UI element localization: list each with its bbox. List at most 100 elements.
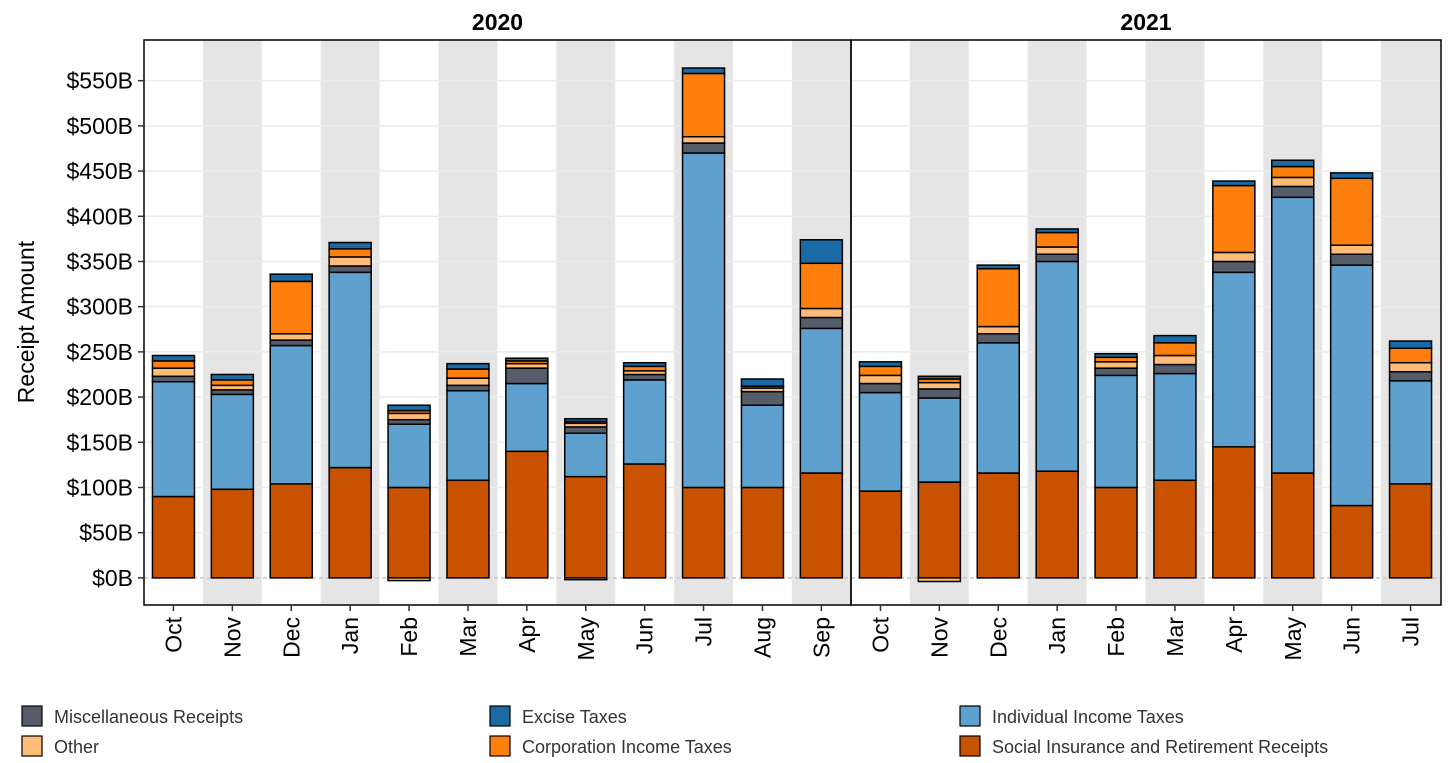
bar-other-2020-Jan	[328, 256, 372, 267]
bar-corp-2021-May	[1271, 165, 1315, 179]
bar-misc-2020-Jul	[681, 142, 726, 154]
x-tick-label: May	[1280, 617, 1306, 661]
bar-individual-2020-Jan	[328, 271, 372, 469]
bar-individual-2021-Jan	[1035, 260, 1079, 472]
legend-swatch-misc	[21, 705, 43, 727]
bar-excise-2020-Feb	[387, 404, 431, 412]
y-tick-label: $200B	[66, 384, 133, 410]
bar-other-2020-Feb	[387, 412, 431, 421]
bar-individual-2020-Aug	[740, 404, 785, 489]
legend-label-excise: Excise Taxes	[522, 707, 627, 727]
bar-individual-2020-May	[564, 432, 608, 478]
bar-other-2021-Nov	[917, 381, 962, 390]
bar-excise-2020-Jun	[622, 361, 667, 368]
panel-borders	[143, 39, 1442, 606]
bar-corp-2021-Jan	[1035, 231, 1079, 248]
bar-excise-2020-Jan	[328, 241, 372, 250]
bar-excise-2021-May	[1271, 159, 1315, 168]
bar-excise-2020-Apr	[505, 357, 549, 362]
bar-social-2020-Jun	[622, 463, 667, 579]
y-tick-label: $550B	[66, 68, 133, 94]
y-tick-label: $100B	[66, 474, 133, 500]
y-tick-label: $400B	[66, 203, 133, 229]
bar-other-2020-Jul	[681, 135, 726, 144]
bar-corp-2020-Sep	[799, 262, 844, 310]
bar-excise-2021-Mar	[1153, 334, 1197, 344]
legend-label-individual: Individual Income Taxes	[992, 707, 1184, 727]
bar-misc-2020-Oct	[151, 375, 196, 383]
bar-social-2021-May	[1271, 472, 1315, 579]
bar-corp-2020-Oct	[151, 360, 196, 369]
legend-label-other: Other	[54, 737, 99, 757]
x-tick-label: Sep	[808, 617, 834, 658]
bar-misc-2020-Sep	[799, 316, 844, 330]
bar-misc-2020-Jan	[328, 265, 372, 274]
bar-other-2021-Jul	[1388, 361, 1433, 373]
bar-other-2021-May	[1271, 176, 1315, 188]
legend: Miscellaneous Receipts Excise Taxes Indivi…	[21, 705, 1328, 757]
bar-individual-2020-Mar	[446, 390, 490, 481]
bar-individual-2021-Dec	[976, 342, 1020, 474]
bar-social-2021-Jan	[1035, 470, 1079, 579]
x-tick-label: Jan	[1044, 617, 1070, 654]
legend-swatch-excise	[489, 705, 511, 727]
y-tick-label: $300B	[66, 294, 133, 320]
bar-other-2020-Mar	[446, 377, 490, 387]
bar-other-2021-Jan	[1035, 246, 1079, 255]
bar-misc-2020-Mar	[446, 384, 490, 392]
bar-social-2020-Mar	[446, 479, 490, 579]
x-tick-label: Jul	[691, 617, 717, 646]
panel-border	[850, 39, 1442, 606]
bar-corp-2021-Jun	[1329, 177, 1374, 246]
bar-individual-2021-Jul	[1388, 380, 1433, 485]
y-tick-label: $150B	[66, 429, 133, 455]
bar-misc-2021-Mar	[1153, 363, 1197, 375]
bar-excise-2021-Jan	[1035, 228, 1079, 234]
bar-corp-2020-Dec	[269, 280, 313, 335]
bar-individual-2020-Nov	[210, 393, 255, 491]
x-tick-label: Oct	[160, 616, 186, 652]
x-tick-label: Feb	[396, 617, 422, 657]
bar-social-2020-Feb	[387, 486, 431, 579]
bar-excise-2021-Oct	[858, 361, 903, 368]
bar-other-2021-Oct	[858, 374, 903, 385]
bar-excise-2020-Jul	[681, 67, 726, 75]
bar-excise-2020-May	[564, 418, 608, 423]
x-tick-label: Aug	[749, 617, 775, 658]
bar-negative-2021-Nov	[917, 577, 962, 583]
x-tick-label: Jun	[1339, 617, 1365, 654]
bar-social-2021-Jun	[1329, 504, 1374, 579]
x-tick-label: Oct	[867, 616, 893, 652]
bar-individual-2020-Jun	[622, 379, 667, 465]
x-tick-label: Nov	[926, 617, 952, 658]
bar-misc-2020-Aug	[740, 390, 785, 406]
bar-individual-2021-Apr	[1212, 271, 1256, 448]
bar-corp-2021-Dec	[976, 267, 1020, 328]
facet-title: 2021	[1120, 9, 1171, 35]
bar-corp-2021-Apr	[1212, 184, 1256, 254]
bar-misc-2020-Dec	[269, 339, 313, 347]
facet-title: 2020	[472, 9, 523, 35]
bar-misc-2021-Dec	[976, 333, 1020, 344]
x-tick-label: Apr	[1221, 617, 1247, 653]
x-tick-label: Jun	[632, 617, 658, 654]
bar-social-2020-Jul	[681, 486, 726, 579]
bar-misc-2021-Jan	[1035, 253, 1079, 263]
x-tick-label: Nov	[219, 617, 245, 658]
bar-corp-2021-Mar	[1153, 342, 1197, 357]
bar-individual-2020-Dec	[269, 344, 313, 485]
x-tick-label: May	[573, 617, 599, 661]
bar-misc-2020-Apr	[505, 367, 549, 385]
bar-corp-2020-Mar	[446, 368, 490, 379]
y-tick-label: $250B	[66, 339, 133, 365]
bar-excise-2020-Nov	[210, 373, 255, 381]
bar-misc-2021-Oct	[858, 382, 903, 394]
bar-individual-2021-Jun	[1329, 264, 1374, 507]
bar-individual-2021-May	[1271, 196, 1315, 474]
legend-label-corp: Corporation Income Taxes	[522, 737, 732, 757]
bar-social-2021-Dec	[976, 472, 1020, 579]
bar-social-2020-Jan	[328, 466, 372, 579]
bar-excise-2020-Oct	[151, 354, 196, 362]
x-tick-label: Jul	[1398, 617, 1424, 646]
legend-swatch-corp	[489, 735, 511, 757]
